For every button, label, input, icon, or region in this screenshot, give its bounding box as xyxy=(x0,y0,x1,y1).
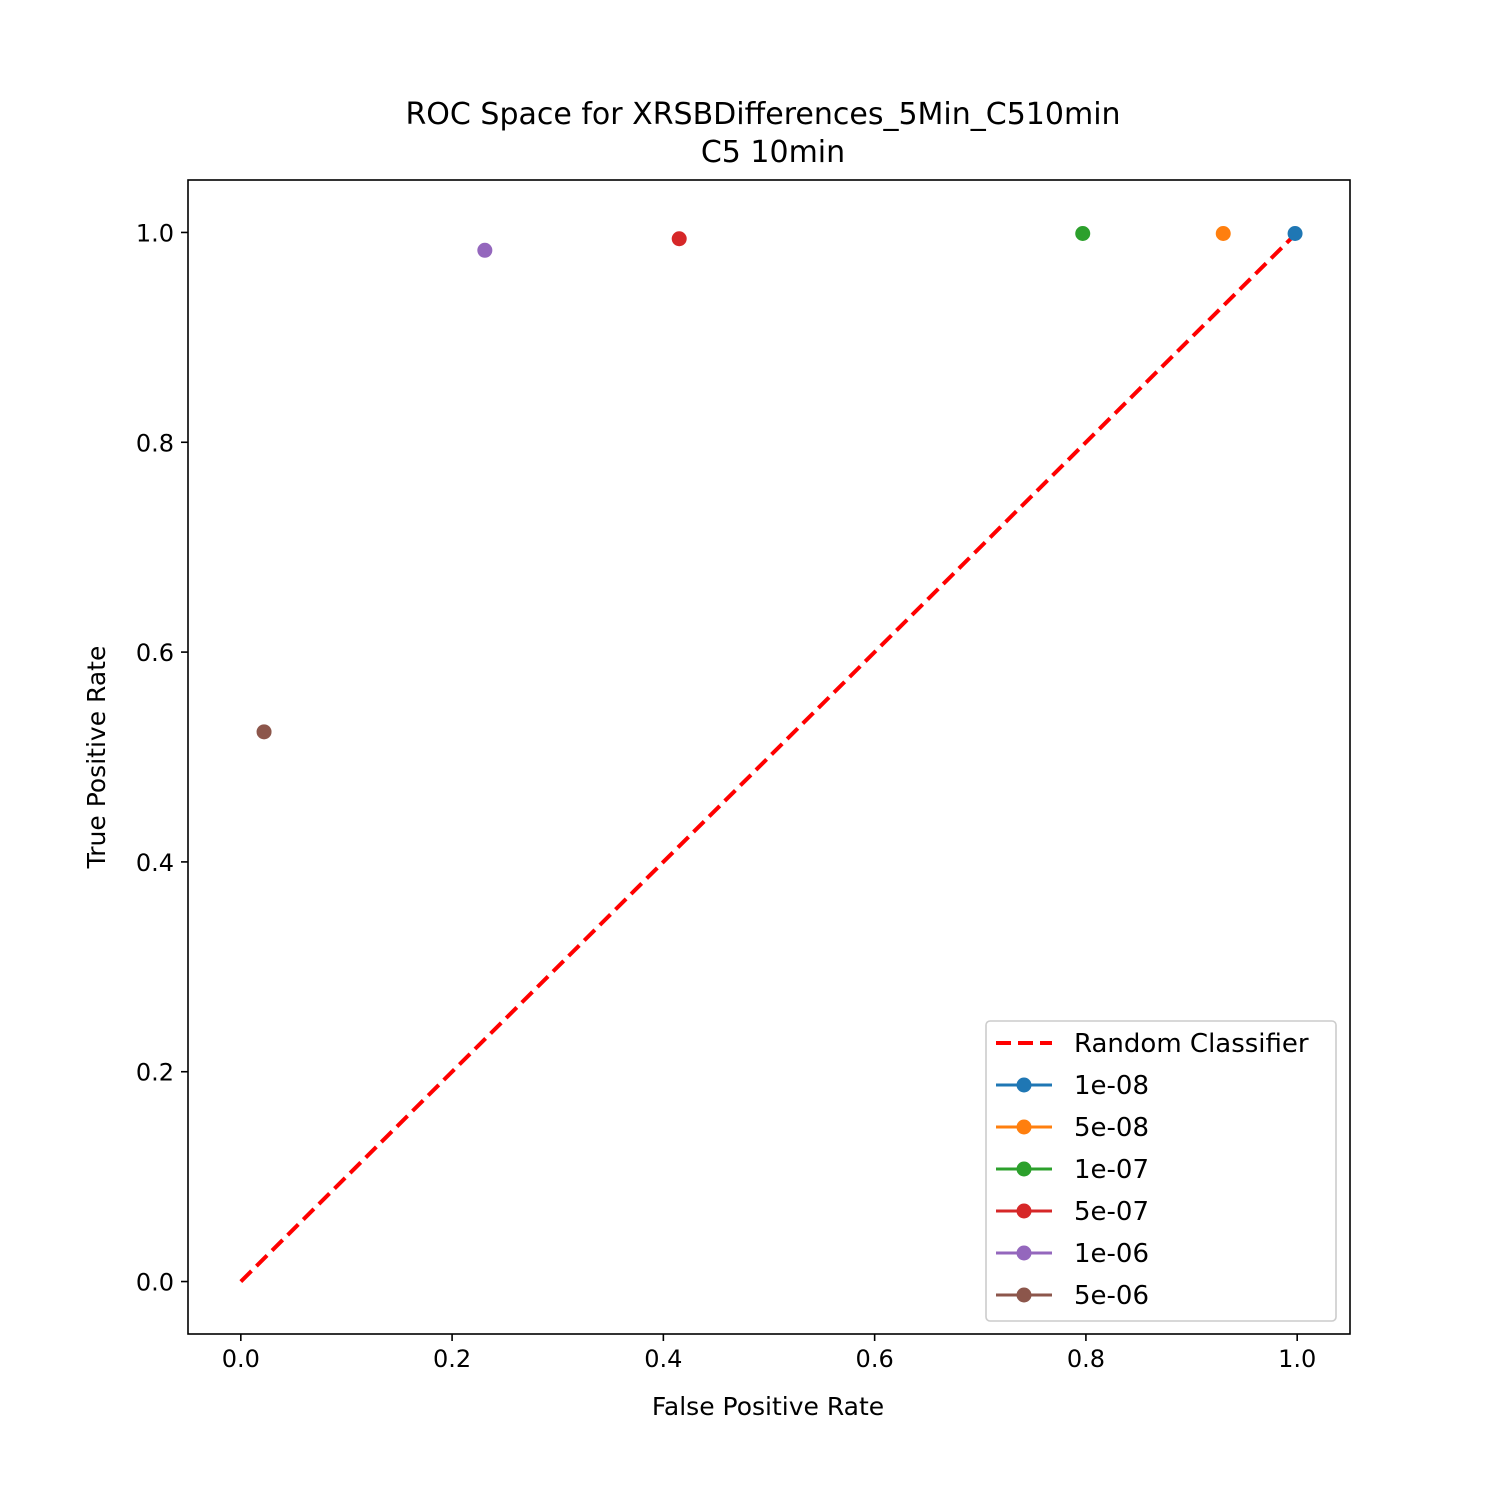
legend-label: 1e-06 xyxy=(1074,1239,1149,1269)
x-tick-label: 0.2 xyxy=(433,1345,471,1373)
y-tick-label: 0.8 xyxy=(136,429,174,457)
data-point-5e-08 xyxy=(1215,226,1231,242)
y-tick-label: 0.4 xyxy=(136,849,174,877)
data-point-5e-06 xyxy=(256,724,272,740)
x-axis: 0.0 0.2 0.4 0.6 0.8 1.0 xyxy=(222,1334,1316,1373)
legend-box xyxy=(985,1020,1337,1322)
x-tick-label: 0.0 xyxy=(222,1345,260,1373)
x-tick-label: 0.6 xyxy=(856,1345,894,1373)
axes-frame xyxy=(187,179,1351,1335)
legend-swatch-marker-1e-07 xyxy=(1016,1161,1032,1177)
legend-label: Random Classifier xyxy=(1074,1029,1309,1059)
y-tick-label: 1.0 xyxy=(136,219,174,247)
y-tick-label: 0.2 xyxy=(136,1059,174,1087)
random-classifier-line xyxy=(239,231,1299,1283)
chart-title: ROC Space for XRSBDifferences_5Min_C510m… xyxy=(405,97,1120,132)
legend-label: 1e-08 xyxy=(1074,1071,1149,1101)
x-tick-label: 0.4 xyxy=(644,1345,682,1373)
data-point-1e-06 xyxy=(477,242,493,258)
legend: Random Classifier 1e-08 5e-08 1e-07 5e-07 1e-… xyxy=(985,1020,1337,1322)
plot-area xyxy=(239,226,1303,1283)
y-tick-label: 0.6 xyxy=(136,639,174,667)
chart-subtitle: C5 10min xyxy=(701,135,845,170)
data-point-5e-07 xyxy=(671,231,687,247)
x-tick-label: 0.8 xyxy=(1067,1345,1105,1373)
legend-swatch-marker-5e-08 xyxy=(1016,1119,1032,1135)
legend-swatch-marker-5e-07 xyxy=(1016,1203,1032,1219)
legend-label: 5e-08 xyxy=(1074,1113,1149,1143)
y-axis-label: True Positive Rate xyxy=(82,646,111,870)
x-axis-label: False Positive Rate xyxy=(652,1392,884,1421)
x-tick-label: 1.0 xyxy=(1278,1345,1316,1373)
legend-label: 1e-07 xyxy=(1074,1155,1149,1185)
legend-swatch-marker-1e-08 xyxy=(1016,1077,1032,1093)
y-tick-label: 0.0 xyxy=(136,1269,174,1297)
legend-swatch-marker-5e-06 xyxy=(1016,1287,1032,1303)
data-point-1e-07 xyxy=(1075,226,1091,242)
data-point-1e-08 xyxy=(1287,226,1303,242)
legend-label: 5e-07 xyxy=(1074,1197,1149,1227)
y-axis: 0.0 0.2 0.4 0.6 0.8 1.0 xyxy=(136,219,188,1297)
legend-label: 5e-06 xyxy=(1074,1281,1149,1311)
legend-swatch-marker-1e-06 xyxy=(1016,1245,1032,1261)
